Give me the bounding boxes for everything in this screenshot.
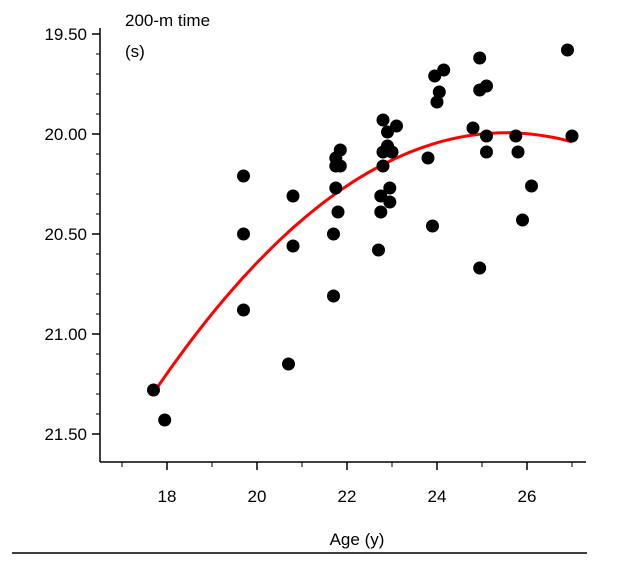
- x-ticks: 18 20 22 24 26: [158, 462, 537, 506]
- y-ticks: 19.50 20.00 20.50 21.00 21.50: [44, 25, 100, 444]
- y-axis-title-line2: (s): [125, 42, 145, 61]
- data-point: [327, 289, 340, 303]
- data-point: [383, 181, 397, 195]
- data-point: [480, 79, 493, 93]
- data-point: [509, 129, 523, 143]
- data-point: [437, 63, 451, 77]
- y-axis-title-line1: 200-m time: [125, 11, 210, 30]
- data-point: [466, 121, 480, 135]
- data-point: [385, 145, 399, 159]
- data-point: [237, 303, 250, 317]
- x-tick-label: 26: [518, 487, 537, 506]
- data-point: [432, 85, 446, 99]
- data-point: [374, 205, 388, 219]
- y-tick-label: 21.00: [44, 325, 87, 344]
- data-point: [390, 119, 403, 133]
- data-point: [430, 95, 444, 109]
- data-point: [565, 129, 579, 143]
- data-point: [333, 143, 347, 157]
- data-point: [525, 179, 538, 193]
- data-point: [561, 43, 574, 57]
- data-point: [383, 195, 397, 209]
- data-point: [158, 413, 172, 427]
- x-tick-label: 24: [428, 487, 447, 506]
- data-point: [376, 113, 390, 127]
- data-point: [327, 227, 340, 241]
- x-tick-label: 20: [248, 487, 267, 506]
- axes: [99, 28, 586, 463]
- x-axis-title: Age (y): [330, 530, 385, 549]
- minor-ticks: [96, 33, 573, 467]
- data-point: [480, 129, 493, 143]
- data-point: [237, 227, 250, 241]
- y-tick-label: 19.50: [44, 25, 87, 44]
- data-point: [331, 205, 345, 219]
- fit-curve: [152, 131, 573, 394]
- y-tick-label: 20.00: [44, 125, 87, 144]
- data-points: [147, 43, 579, 427]
- data-point: [473, 51, 487, 65]
- data-point: [480, 145, 493, 159]
- x-tick-label: 18: [158, 487, 177, 506]
- data-point: [286, 239, 300, 253]
- data-point: [421, 151, 435, 165]
- data-point: [376, 159, 390, 173]
- data-point: [286, 189, 300, 203]
- data-point: [473, 261, 487, 275]
- data-point: [282, 357, 295, 371]
- data-point: [237, 169, 250, 183]
- fit-curve-group: [152, 131, 573, 394]
- data-point: [511, 145, 525, 159]
- y-tick-label: 20.50: [44, 225, 87, 244]
- data-point: [372, 243, 385, 257]
- data-point: [426, 219, 439, 233]
- y-tick-label: 21.50: [44, 425, 87, 444]
- data-point: [329, 181, 343, 195]
- data-point: [516, 213, 529, 227]
- x-tick-label: 22: [338, 487, 357, 506]
- data-point: [147, 383, 160, 397]
- data-point: [333, 159, 347, 173]
